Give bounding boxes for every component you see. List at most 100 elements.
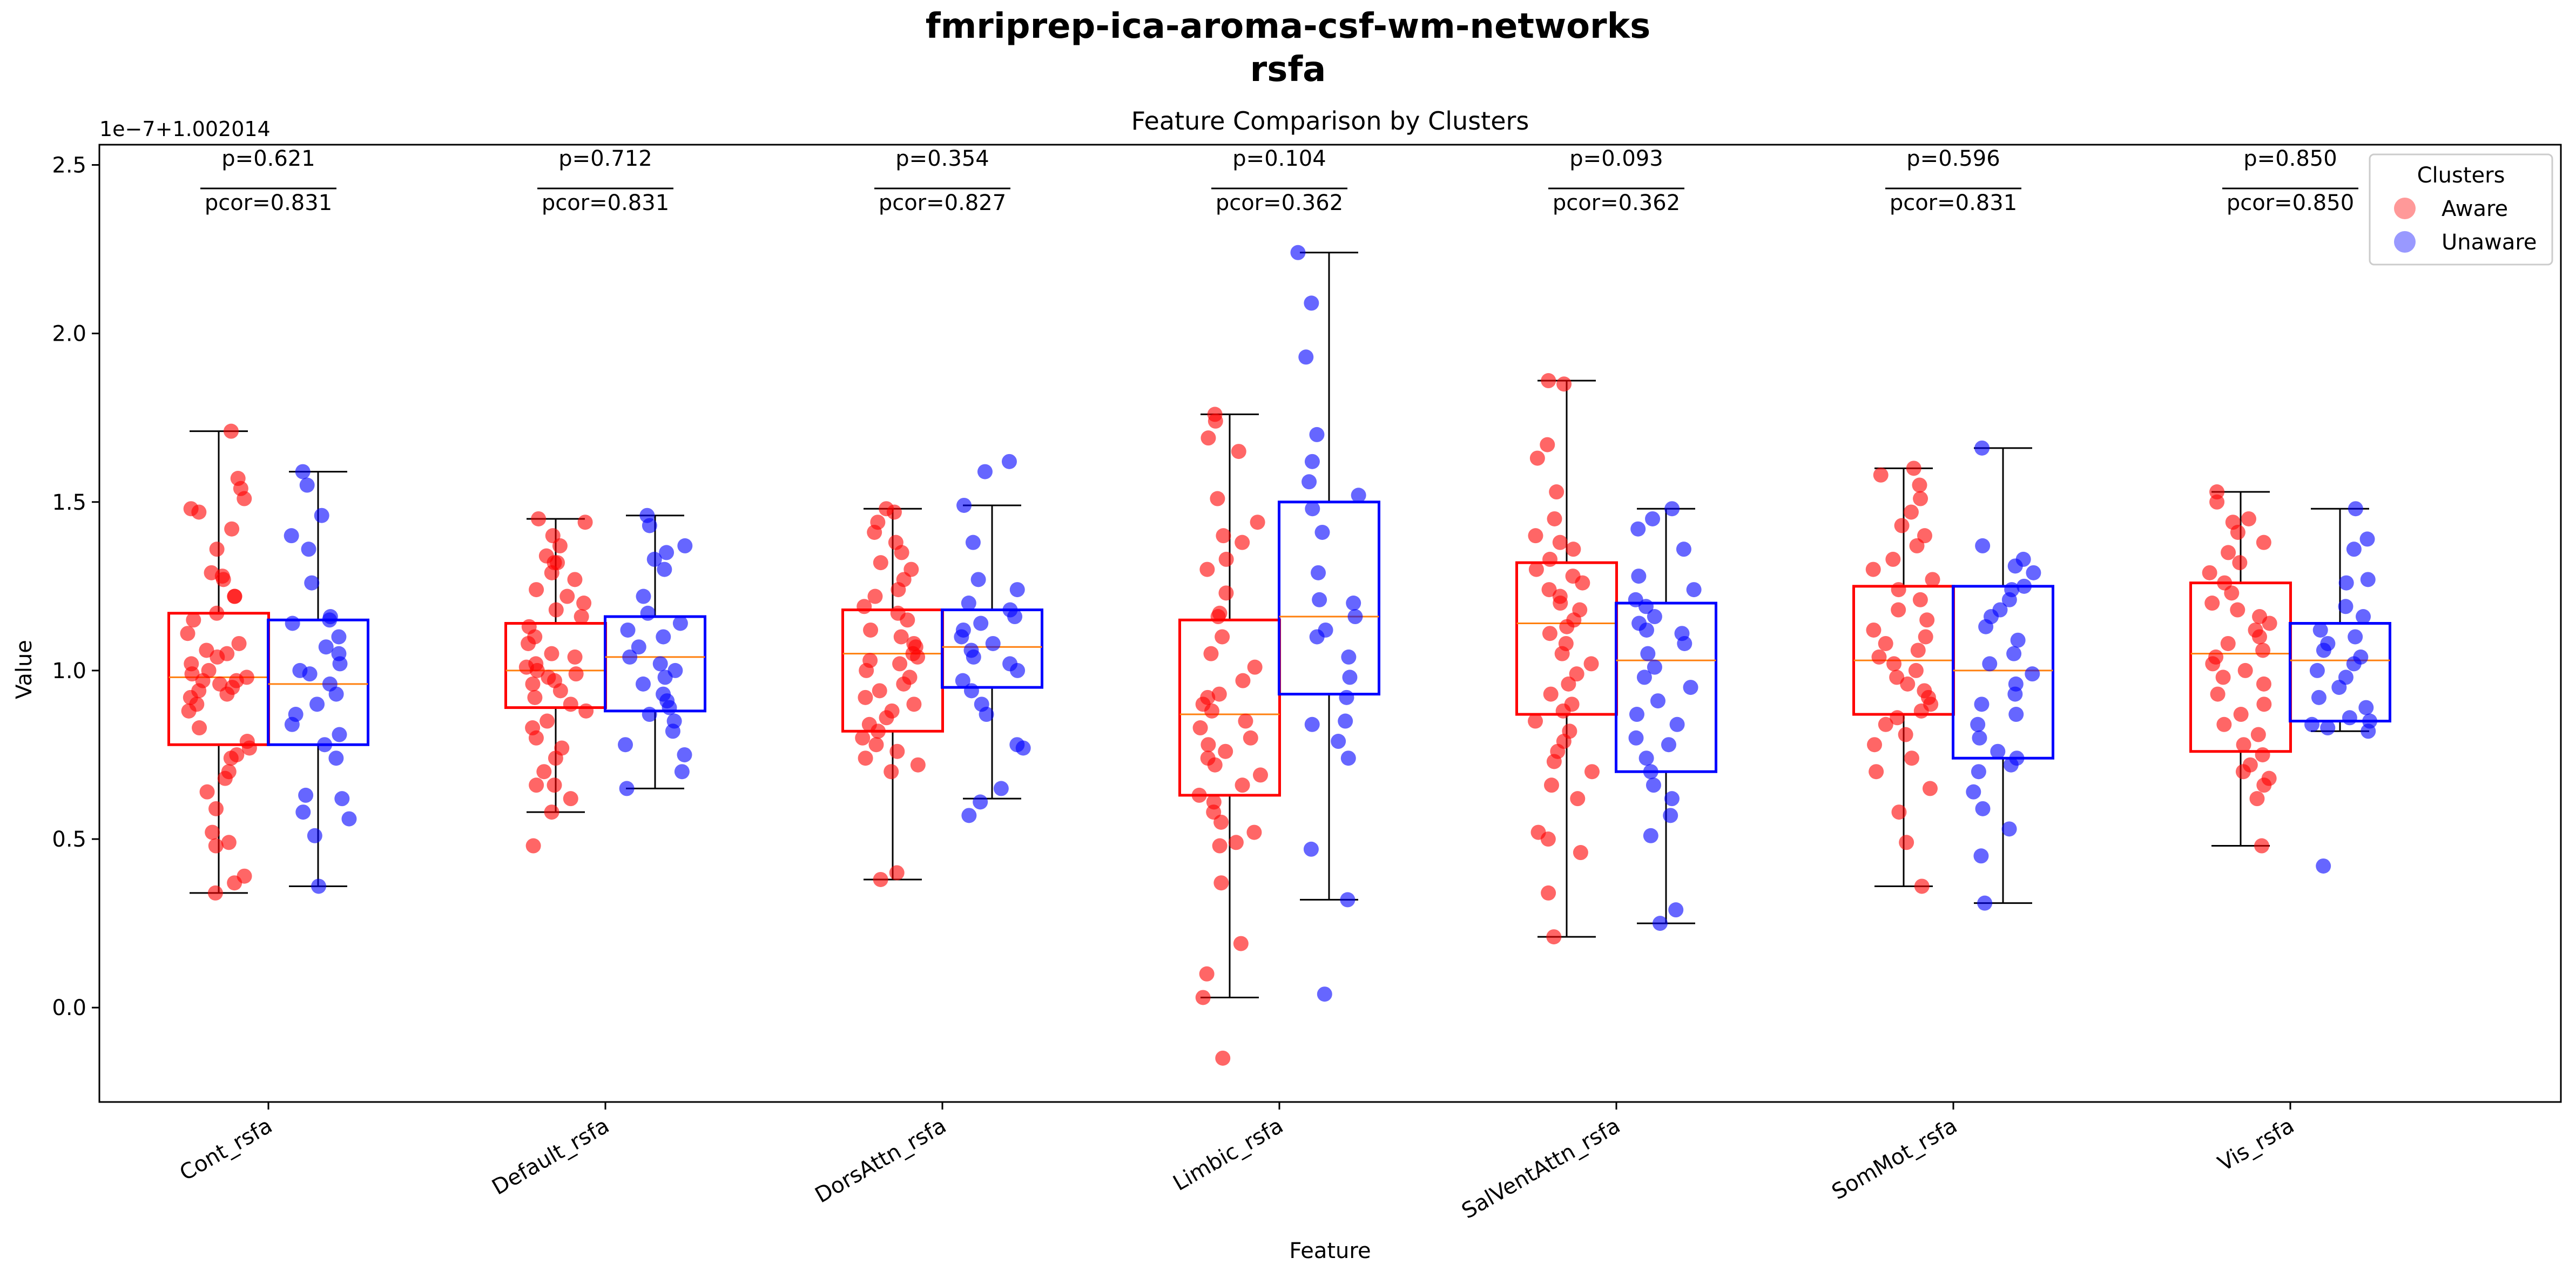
legend-frame: [2369, 153, 2553, 266]
data-point-aware: [528, 730, 544, 746]
data-point-aware: [1867, 737, 1883, 753]
data-point-aware: [209, 605, 225, 621]
data-point-aware: [2210, 686, 2226, 702]
data-point-aware: [552, 538, 568, 553]
data-point-aware: [548, 602, 564, 618]
legend-marker-aware: [2394, 198, 2416, 219]
data-point-aware: [1922, 781, 1938, 796]
data-point-aware: [1208, 413, 1223, 429]
data-point-unaware: [1645, 511, 1661, 526]
data-point-aware: [567, 572, 583, 587]
data-point-unaware: [2312, 622, 2328, 638]
data-point-aware: [1556, 376, 1572, 392]
data-point-unaware: [973, 794, 988, 810]
data-point-aware: [2237, 662, 2253, 678]
box-unaware: [267, 618, 369, 746]
p-value-label: p=0.621: [221, 146, 315, 171]
data-point-unaware: [2311, 689, 2327, 705]
data-point-unaware: [1015, 740, 1031, 756]
data-point-aware: [1912, 592, 1928, 607]
data-point-aware: [237, 491, 252, 506]
data-point-unaware: [1978, 619, 1994, 634]
pcor-value-label: pcor=0.831: [205, 191, 332, 215]
data-point-aware: [1528, 562, 1544, 577]
data-point-aware: [879, 710, 894, 726]
data-point-unaware: [304, 575, 320, 591]
data-point-unaware: [1652, 916, 1668, 931]
data-point-aware: [205, 824, 220, 840]
data-point-unaware: [2017, 578, 2032, 594]
data-point-aware: [578, 703, 594, 719]
data-point-aware: [1891, 602, 1906, 618]
data-point-unaware: [2346, 656, 2362, 672]
p-value-label: p=0.354: [895, 146, 989, 171]
data-point-aware: [2241, 511, 2256, 526]
data-point-aware: [892, 656, 908, 672]
data-point-aware: [181, 703, 197, 719]
data-point-unaware: [1970, 716, 1986, 732]
data-point-aware: [544, 565, 559, 580]
pcor-value-label: pcor=0.831: [542, 191, 669, 215]
data-point-aware: [531, 511, 547, 526]
data-point-aware: [1211, 686, 1227, 702]
data-point-unaware: [619, 781, 635, 796]
data-point-unaware: [1971, 764, 1986, 780]
x-tick-label: Limbic_rsfa: [1169, 1113, 1287, 1196]
data-point-aware: [544, 804, 559, 820]
data-point-aware: [1543, 777, 1559, 793]
data-point-aware: [1575, 575, 1590, 591]
data-point-aware: [1238, 713, 1253, 729]
data-point-aware: [1207, 757, 1223, 773]
data-point-aware: [863, 622, 879, 638]
data-point-unaware: [2309, 662, 2325, 678]
data-point-aware: [1546, 754, 1562, 769]
data-point-aware: [1573, 845, 1588, 861]
data-point-unaware: [2348, 629, 2363, 645]
data-point-unaware: [314, 508, 329, 523]
data-point-unaware: [285, 616, 300, 631]
data-point-aware: [1909, 538, 1925, 553]
data-point-unaware: [1338, 713, 1353, 729]
data-point-aware: [910, 649, 926, 665]
data-point-unaware: [2348, 501, 2363, 517]
data-point-aware: [1559, 619, 1575, 634]
data-point-aware: [1210, 491, 1225, 506]
data-point-aware: [1878, 635, 1893, 651]
data-point-aware: [1235, 777, 1250, 793]
data-point-unaware: [1630, 521, 1646, 537]
data-point-unaware: [1304, 716, 1320, 732]
data-point-unaware: [635, 676, 651, 692]
data-point-unaware: [299, 477, 315, 493]
data-point-unaware: [2342, 710, 2357, 726]
data-point-unaware: [1650, 693, 1665, 709]
data-point-unaware: [979, 707, 994, 722]
data-point-unaware: [1669, 716, 1685, 732]
data-point-unaware: [1661, 737, 1676, 753]
data-point-aware: [223, 423, 239, 439]
data-point-aware: [1199, 562, 1215, 577]
data-point-unaware: [1347, 609, 1363, 625]
box-unaware: [2289, 622, 2391, 723]
data-point-unaware: [301, 542, 316, 557]
data-point-aware: [186, 612, 201, 628]
data-point-aware: [889, 865, 905, 881]
data-point-unaware: [328, 686, 344, 702]
data-point-aware: [1216, 528, 1231, 544]
data-point-unaware: [1302, 474, 1317, 490]
data-point-unaware: [1977, 895, 1993, 911]
data-point-unaware: [1668, 902, 1684, 918]
data-point-unaware: [1304, 454, 1320, 469]
data-point-aware: [1890, 710, 1905, 726]
p-value-label: p=0.850: [2243, 146, 2337, 171]
data-point-unaware: [298, 787, 314, 803]
data-point-aware: [544, 646, 559, 661]
data-point-aware: [2256, 676, 2271, 692]
x-tick-label: Vis_rsfa: [2214, 1113, 2298, 1176]
data-point-aware: [1541, 885, 1556, 901]
data-point-aware: [1919, 612, 1935, 628]
data-point-aware: [199, 784, 215, 800]
data-point-unaware: [674, 764, 690, 780]
data-point-aware: [192, 720, 207, 736]
data-point-aware: [2215, 670, 2231, 685]
data-point-aware: [1561, 676, 1576, 692]
